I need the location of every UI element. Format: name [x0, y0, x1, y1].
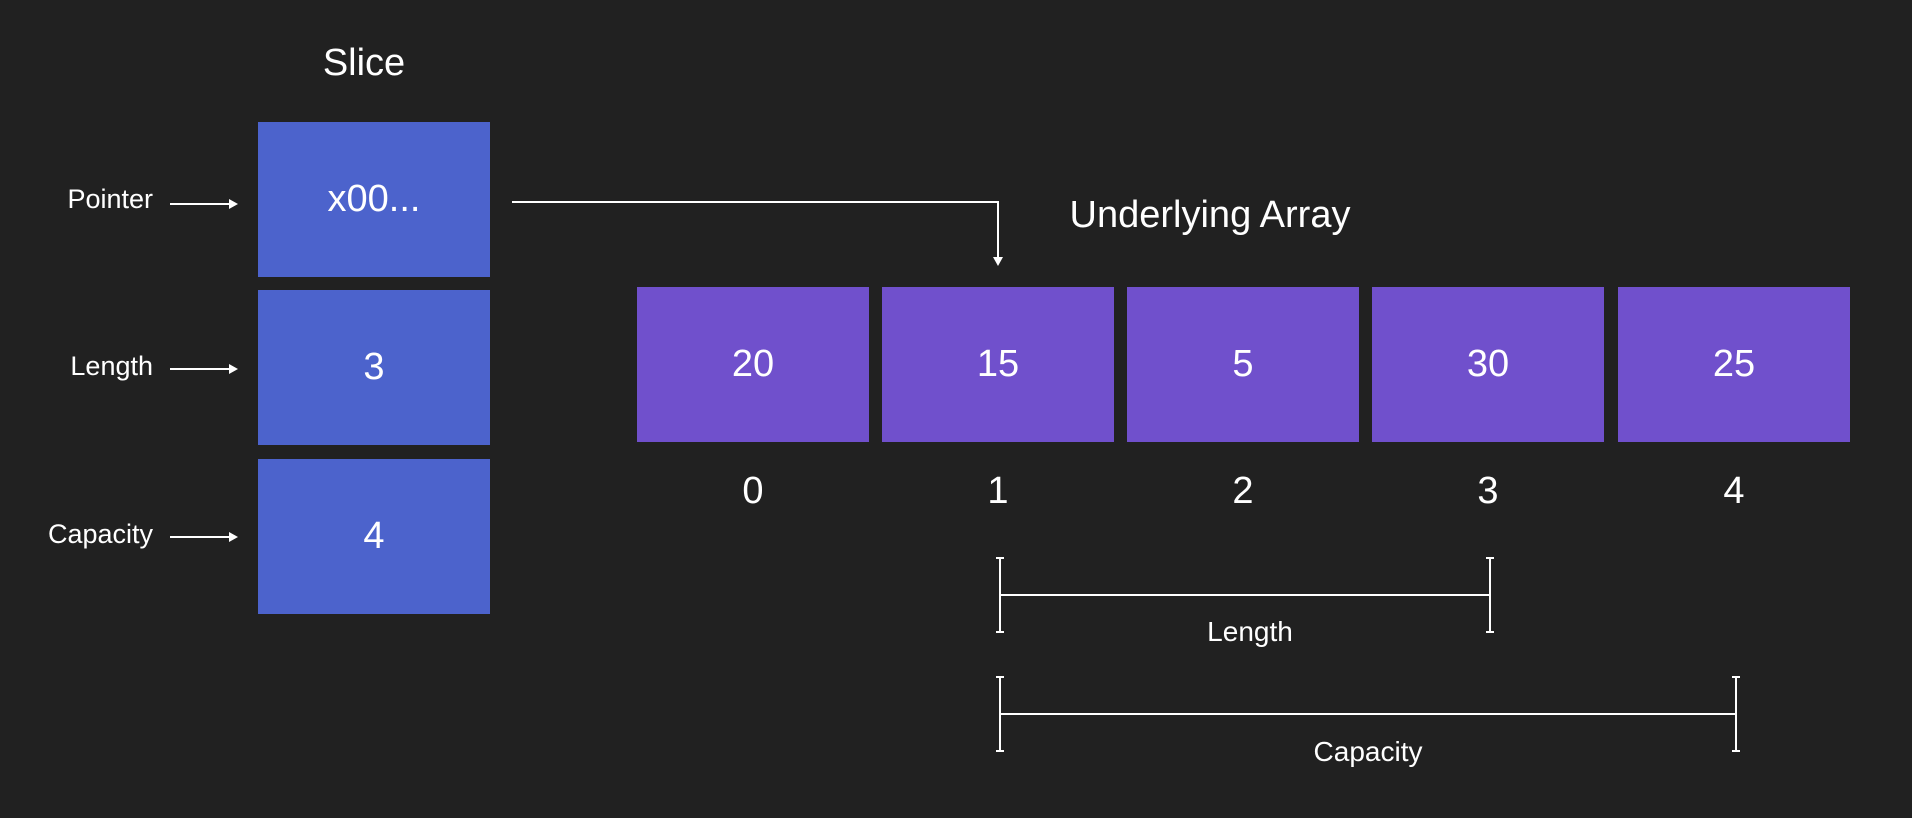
capacity-label: Capacity	[47, 519, 153, 549]
capacity-arrow-head	[229, 532, 238, 542]
length-span-label: Length	[1207, 616, 1293, 647]
array-cell-3: 30	[1372, 287, 1604, 442]
pointer-cell: x00...	[258, 122, 490, 277]
array-cell-1: 15	[882, 287, 1114, 442]
array-index-3: 3	[1477, 470, 1499, 512]
array-cell-2: 5	[1127, 287, 1359, 442]
array-cell-4: 25	[1618, 287, 1850, 442]
array-index-1: 1	[987, 470, 1009, 512]
capacity-span-label: Capacity	[1313, 736, 1423, 767]
length-label: Length	[70, 351, 153, 381]
array-cell-0: 20	[637, 287, 869, 442]
pointer-arrow-head	[229, 199, 238, 209]
array-index-4: 4	[1723, 470, 1745, 512]
pointer-connector-line	[512, 201, 999, 258]
length-arrow-head	[229, 364, 238, 374]
array-index-2: 2	[1232, 470, 1254, 512]
capacity-cell: 4	[258, 459, 490, 614]
array-title: Underlying Array	[1069, 194, 1351, 236]
array-index-0: 0	[742, 470, 764, 512]
pointer-connector-head	[993, 257, 1003, 266]
pointer-label: Pointer	[67, 184, 153, 214]
slice-title: Slice	[322, 42, 406, 84]
length-cell: 3	[258, 290, 490, 445]
